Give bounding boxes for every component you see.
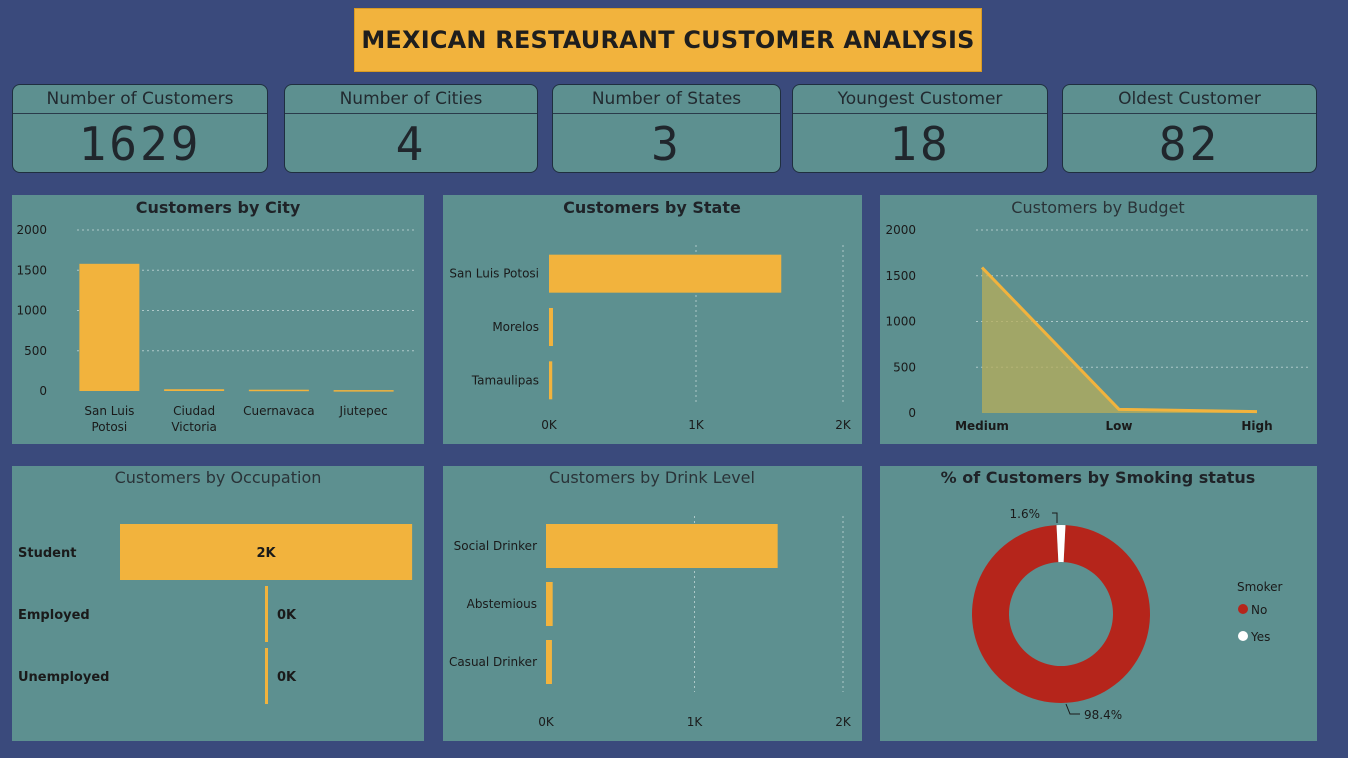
x-category-label: Low	[1106, 419, 1133, 433]
chart-title: Customers by Budget	[1011, 198, 1184, 217]
y-category-label: Tamaulipas	[471, 373, 539, 387]
x-tick-label: 1K	[688, 418, 705, 432]
y-tick-label: 500	[24, 344, 47, 358]
y-tick-label: 0	[39, 384, 47, 398]
data-label: 1.6%	[1010, 507, 1041, 521]
bar	[248, 389, 309, 392]
legend-entry: Yes	[1250, 630, 1270, 644]
y-category-label: Student	[18, 546, 76, 561]
kpi-label: Number of States	[553, 85, 780, 114]
y-category-label: Employed	[18, 608, 90, 623]
kpi-label: Oldest Customer	[1063, 85, 1316, 114]
x-tick-label: 0K	[541, 418, 558, 432]
x-category-label: High	[1241, 419, 1272, 433]
city-bar-chart: Customers by City 0 500 1000 1500 2000 San Lui…	[16, 198, 416, 434]
y-tick-label: 2000	[16, 223, 47, 237]
x-category-label: Cuernavaca	[243, 404, 314, 418]
pie-slice	[972, 525, 1150, 703]
legend-marker	[1238, 604, 1248, 614]
kpi-label: Number of Cities	[285, 85, 537, 114]
area-fill	[982, 267, 1257, 413]
leader-line	[1052, 512, 1058, 523]
kpi-card-customers[interactable]: Number of Customers 1629	[12, 84, 268, 173]
budget-chart-panel[interactable]: Customers by Budget 0 500 1000 1500 2000 Mediu…	[880, 195, 1317, 444]
y-tick-label: 0	[908, 406, 916, 420]
data-label: 0K	[277, 670, 297, 685]
chart-title: Customers by Occupation	[115, 468, 322, 487]
y-category-label: Morelos	[492, 320, 539, 334]
kpi-label: Number of Customers	[13, 85, 267, 114]
kpi-card-states[interactable]: Number of States 3	[552, 84, 781, 173]
x-category-label: Medium	[955, 419, 1009, 433]
y-category-label: San Luis Potosi	[449, 267, 539, 281]
bar	[549, 308, 553, 346]
x-tick-label: 2K	[835, 715, 852, 729]
data-label: 0K	[277, 608, 297, 623]
state-bar-chart: Customers by State 0K 1K 2K San Luis Potosi M…	[449, 198, 852, 432]
bar	[79, 263, 140, 391]
bar	[546, 524, 778, 568]
x-category-label: San Luis Potosi	[84, 404, 134, 434]
chart-title: Customers by City	[136, 198, 301, 217]
chart-title: Customers by State	[563, 198, 741, 217]
city-chart-panel[interactable]: Customers by City 0 500 1000 1500 2000 San Lui…	[12, 195, 424, 444]
chart-title: % of Customers by Smoking status	[941, 468, 1256, 487]
bar	[333, 390, 394, 392]
kpi-card-cities[interactable]: Number of Cities 4	[284, 84, 538, 173]
bar	[265, 648, 268, 704]
kpi-value: 4	[395, 117, 427, 171]
kpi-value: 82	[1158, 117, 1221, 171]
series-line	[980, 266, 1258, 414]
x-tick-label: 2K	[835, 418, 852, 432]
chart-title: Customers by Drink Level	[549, 468, 755, 487]
drink-bar-chart: Customers by Drink Level 0K 1K 2K Social Dri…	[449, 468, 852, 729]
bar	[546, 582, 553, 626]
y-tick-label: 2000	[885, 223, 916, 237]
legend-title: Smoker	[1237, 580, 1283, 594]
y-category-label: Casual Drinker	[449, 655, 537, 669]
bar	[120, 524, 413, 580]
bar	[549, 254, 782, 293]
drink-chart-panel[interactable]: Customers by Drink Level 0K 1K 2K Social Dri…	[443, 466, 862, 741]
bar	[265, 586, 268, 642]
leader-line	[1065, 703, 1080, 715]
occupation-chart-panel[interactable]: Customers by Occupation 2K Student 0K Employ…	[12, 466, 424, 741]
smoking-chart-panel[interactable]: % of Customers by Smoking status 1.6% 98.4…	[880, 466, 1317, 741]
smoking-donut-chart: % of Customers by Smoking status 1.6% 98.4…	[941, 468, 1283, 722]
state-chart-panel[interactable]: Customers by State 0K 1K 2K San Luis Potosi M…	[443, 195, 862, 444]
kpi-value: 1629	[78, 117, 202, 171]
occupation-bar-chart: Customers by Occupation 2K Student 0K Employ…	[18, 468, 413, 704]
kpi-value: 18	[889, 117, 951, 171]
x-tick-label: 1K	[687, 715, 704, 729]
kpi-card-oldest[interactable]: Oldest Customer 82	[1062, 84, 1317, 173]
budget-area-chart: Customers by Budget 0 500 1000 1500 2000 Mediu…	[885, 198, 1310, 433]
y-tick-label: 1500	[16, 263, 47, 277]
data-label: 2K	[256, 546, 276, 561]
y-category-label: Abstemious	[467, 597, 537, 611]
y-tick-label: 500	[893, 360, 916, 374]
y-tick-label: 1000	[885, 315, 916, 329]
x-category-label: Ciudad Victoria	[171, 404, 217, 434]
y-category-label: Social Drinker	[454, 539, 537, 553]
kpi-value: 3	[651, 117, 682, 171]
pie-slice	[1056, 525, 1066, 563]
bar	[546, 640, 552, 684]
bar	[549, 361, 553, 400]
dashboard-title: MEXICAN RESTAURANT CUSTOMER ANALYSIS	[354, 8, 982, 72]
y-category-label: Unemployed	[18, 670, 109, 685]
x-tick-label: 0K	[538, 715, 555, 729]
kpi-label: Youngest Customer	[793, 85, 1047, 114]
legend-marker	[1238, 631, 1248, 641]
y-tick-label: 1000	[16, 304, 47, 318]
x-category-label: Jiutepec	[339, 404, 388, 418]
kpi-card-youngest[interactable]: Youngest Customer 18	[792, 84, 1048, 173]
bar	[164, 389, 225, 391]
data-label: 98.4%	[1084, 708, 1122, 722]
y-tick-label: 1500	[885, 269, 916, 283]
legend-entry: No	[1251, 603, 1267, 617]
